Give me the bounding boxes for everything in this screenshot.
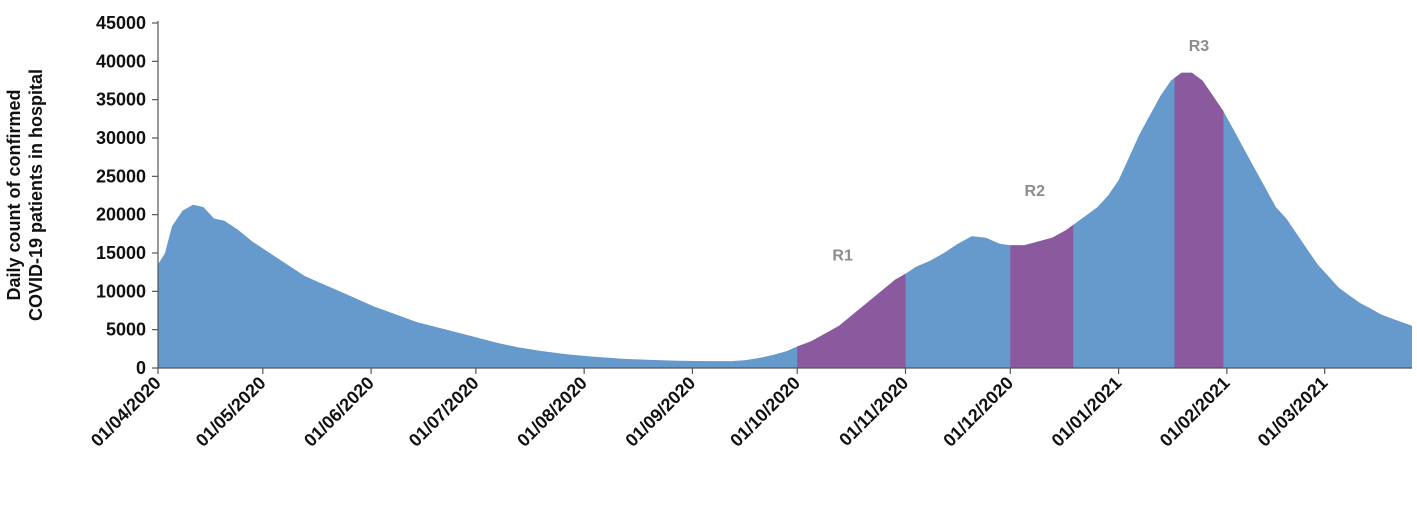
x-tick-label: 01/06/2020 bbox=[300, 373, 378, 451]
y-tick-label: 25000 bbox=[96, 166, 146, 186]
highlighted-region-1 bbox=[797, 273, 906, 368]
axes bbox=[157, 21, 1412, 369]
y-tick-label: 35000 bbox=[96, 90, 146, 110]
x-tick-label: 01/08/2020 bbox=[513, 373, 591, 451]
area-series bbox=[158, 72, 1412, 369]
y-axis-ticks: 0 5000 10000 15000 20000 25000 30000 35000 40000… bbox=[96, 13, 158, 378]
x-tick-label: 01/09/2020 bbox=[621, 373, 699, 451]
y-tick-label: 45000 bbox=[96, 13, 146, 33]
highlighted-region-2 bbox=[1010, 224, 1074, 368]
y-tick-label: 0 bbox=[136, 358, 146, 378]
region-label-2: R2 bbox=[1025, 183, 1046, 200]
y-tick-label: 20000 bbox=[96, 205, 146, 225]
x-tick-label: 01/10/2020 bbox=[726, 373, 804, 451]
x-tick-label: 01/05/2020 bbox=[192, 373, 270, 451]
region-label-1: R1 bbox=[832, 247, 853, 264]
y-axis-title-line-2: COVID-19 patients in hospital bbox=[26, 69, 46, 321]
y-tick-label: 15000 bbox=[96, 243, 146, 263]
y-tick-label: 10000 bbox=[96, 281, 146, 301]
x-tick-label: 01/12/2020 bbox=[939, 373, 1017, 451]
y-tick-label: 30000 bbox=[96, 128, 146, 148]
y-tick-label: 40000 bbox=[96, 51, 146, 71]
x-axis-ticks: 01/04/2020 01/05/2020 01/06/2020 01/07/2020… bbox=[87, 368, 1332, 451]
region-labels: R1 R2 R3 bbox=[832, 38, 1209, 264]
x-tick-label: 01/02/2021 bbox=[1156, 373, 1234, 451]
region-label-3: R3 bbox=[1189, 38, 1210, 55]
x-tick-label: 01/07/2020 bbox=[405, 373, 483, 451]
x-tick-label: 01/03/2021 bbox=[1254, 373, 1332, 451]
highlighted-region-3 bbox=[1174, 72, 1224, 369]
y-axis-title-line-1: Daily count of confirmed bbox=[4, 89, 24, 300]
y-tick-label: 5000 bbox=[106, 320, 146, 340]
hospital-count-area bbox=[158, 72, 1412, 369]
x-tick-label: 01/01/2021 bbox=[1048, 373, 1126, 451]
x-tick-label: 01/11/2020 bbox=[835, 373, 912, 450]
x-tick-label: 01/04/2020 bbox=[87, 373, 165, 451]
